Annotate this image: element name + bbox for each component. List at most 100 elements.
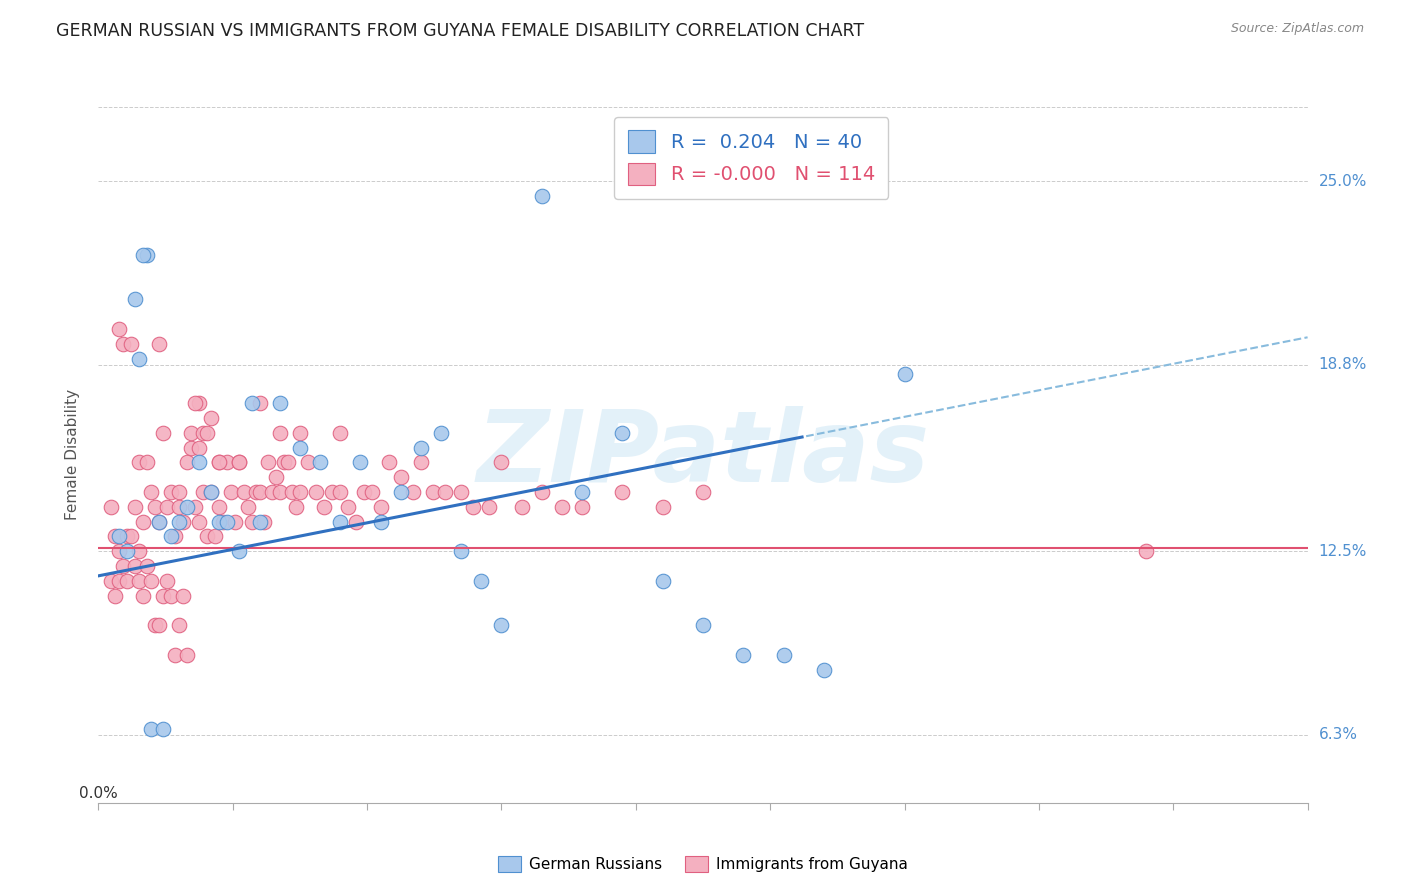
Point xyxy=(103,589,125,603)
Point xyxy=(256,455,278,469)
Point xyxy=(249,396,271,410)
Point xyxy=(402,484,425,499)
Point xyxy=(491,455,513,469)
Point xyxy=(510,500,533,514)
Point xyxy=(152,425,174,440)
Point xyxy=(111,558,134,573)
Point xyxy=(651,574,673,588)
Point xyxy=(176,455,198,469)
Point xyxy=(188,455,211,469)
Point xyxy=(224,515,246,529)
Point xyxy=(115,544,138,558)
Point xyxy=(128,544,150,558)
Point xyxy=(217,455,239,469)
Point xyxy=(612,425,634,440)
Point xyxy=(240,515,263,529)
Point xyxy=(160,589,183,603)
Point xyxy=(288,484,311,499)
Point xyxy=(463,500,485,514)
Point xyxy=(305,484,328,499)
Point xyxy=(188,396,211,410)
Point xyxy=(135,455,157,469)
Point xyxy=(232,484,254,499)
Point xyxy=(281,484,304,499)
Legend: German Russians, Immigrants from Guyana: German Russians, Immigrants from Guyana xyxy=(491,848,915,880)
Point xyxy=(530,189,553,203)
Point xyxy=(204,529,226,543)
Point xyxy=(491,618,513,632)
Point xyxy=(128,351,150,366)
Text: GERMAN RUSSIAN VS IMMIGRANTS FROM GUYANA FEMALE DISABILITY CORRELATION CHART: GERMAN RUSSIAN VS IMMIGRANTS FROM GUYANA… xyxy=(56,22,865,40)
Point xyxy=(195,425,218,440)
Point xyxy=(240,396,263,410)
Point xyxy=(172,589,194,603)
Point xyxy=(430,425,453,440)
Point xyxy=(163,648,186,662)
Point xyxy=(249,515,271,529)
Point xyxy=(160,484,183,499)
Point xyxy=(132,589,155,603)
Point xyxy=(370,515,392,529)
Point xyxy=(208,515,231,529)
Point xyxy=(107,529,129,543)
Point xyxy=(188,441,211,455)
Point xyxy=(893,367,915,381)
Point xyxy=(450,484,472,499)
Point xyxy=(148,515,170,529)
Point xyxy=(132,515,155,529)
Point xyxy=(148,515,170,529)
Text: 6.3%: 6.3% xyxy=(1319,727,1358,742)
Point xyxy=(167,500,190,514)
Point xyxy=(297,455,319,469)
Point xyxy=(551,500,574,514)
Point xyxy=(329,425,352,440)
Point xyxy=(337,500,360,514)
Point xyxy=(152,589,174,603)
Point xyxy=(167,515,190,529)
Point xyxy=(148,618,170,632)
Point xyxy=(478,500,501,514)
Point xyxy=(253,515,276,529)
Point xyxy=(389,484,412,499)
Point xyxy=(193,484,215,499)
Point xyxy=(160,529,183,543)
Point xyxy=(135,558,157,573)
Point xyxy=(208,455,231,469)
Point xyxy=(612,484,634,499)
Point xyxy=(264,470,287,484)
Point xyxy=(143,500,166,514)
Point xyxy=(124,558,146,573)
Point xyxy=(184,500,207,514)
Point xyxy=(200,484,222,499)
Point xyxy=(200,484,222,499)
Point xyxy=(200,411,222,425)
Point xyxy=(221,484,243,499)
Point xyxy=(156,500,179,514)
Point xyxy=(139,722,162,736)
Point xyxy=(450,544,472,558)
Point xyxy=(143,618,166,632)
Point xyxy=(284,500,307,514)
Text: 0.0%: 0.0% xyxy=(79,786,118,801)
Point xyxy=(813,663,835,677)
Point xyxy=(329,484,352,499)
Point xyxy=(389,470,412,484)
Point xyxy=(329,515,352,529)
Point xyxy=(273,455,295,469)
Point xyxy=(176,648,198,662)
Text: 18.8%: 18.8% xyxy=(1319,357,1367,372)
Text: Source: ZipAtlas.com: Source: ZipAtlas.com xyxy=(1230,22,1364,36)
Point xyxy=(208,455,231,469)
Point xyxy=(184,396,207,410)
Point xyxy=(277,455,299,469)
Point xyxy=(115,574,138,588)
Point xyxy=(148,337,170,351)
Point xyxy=(107,322,129,336)
Point xyxy=(124,293,146,307)
Y-axis label: Female Disability: Female Disability xyxy=(65,389,80,521)
Point xyxy=(249,484,271,499)
Point xyxy=(135,248,157,262)
Point xyxy=(309,455,332,469)
Point xyxy=(163,529,186,543)
Point xyxy=(1135,544,1157,558)
